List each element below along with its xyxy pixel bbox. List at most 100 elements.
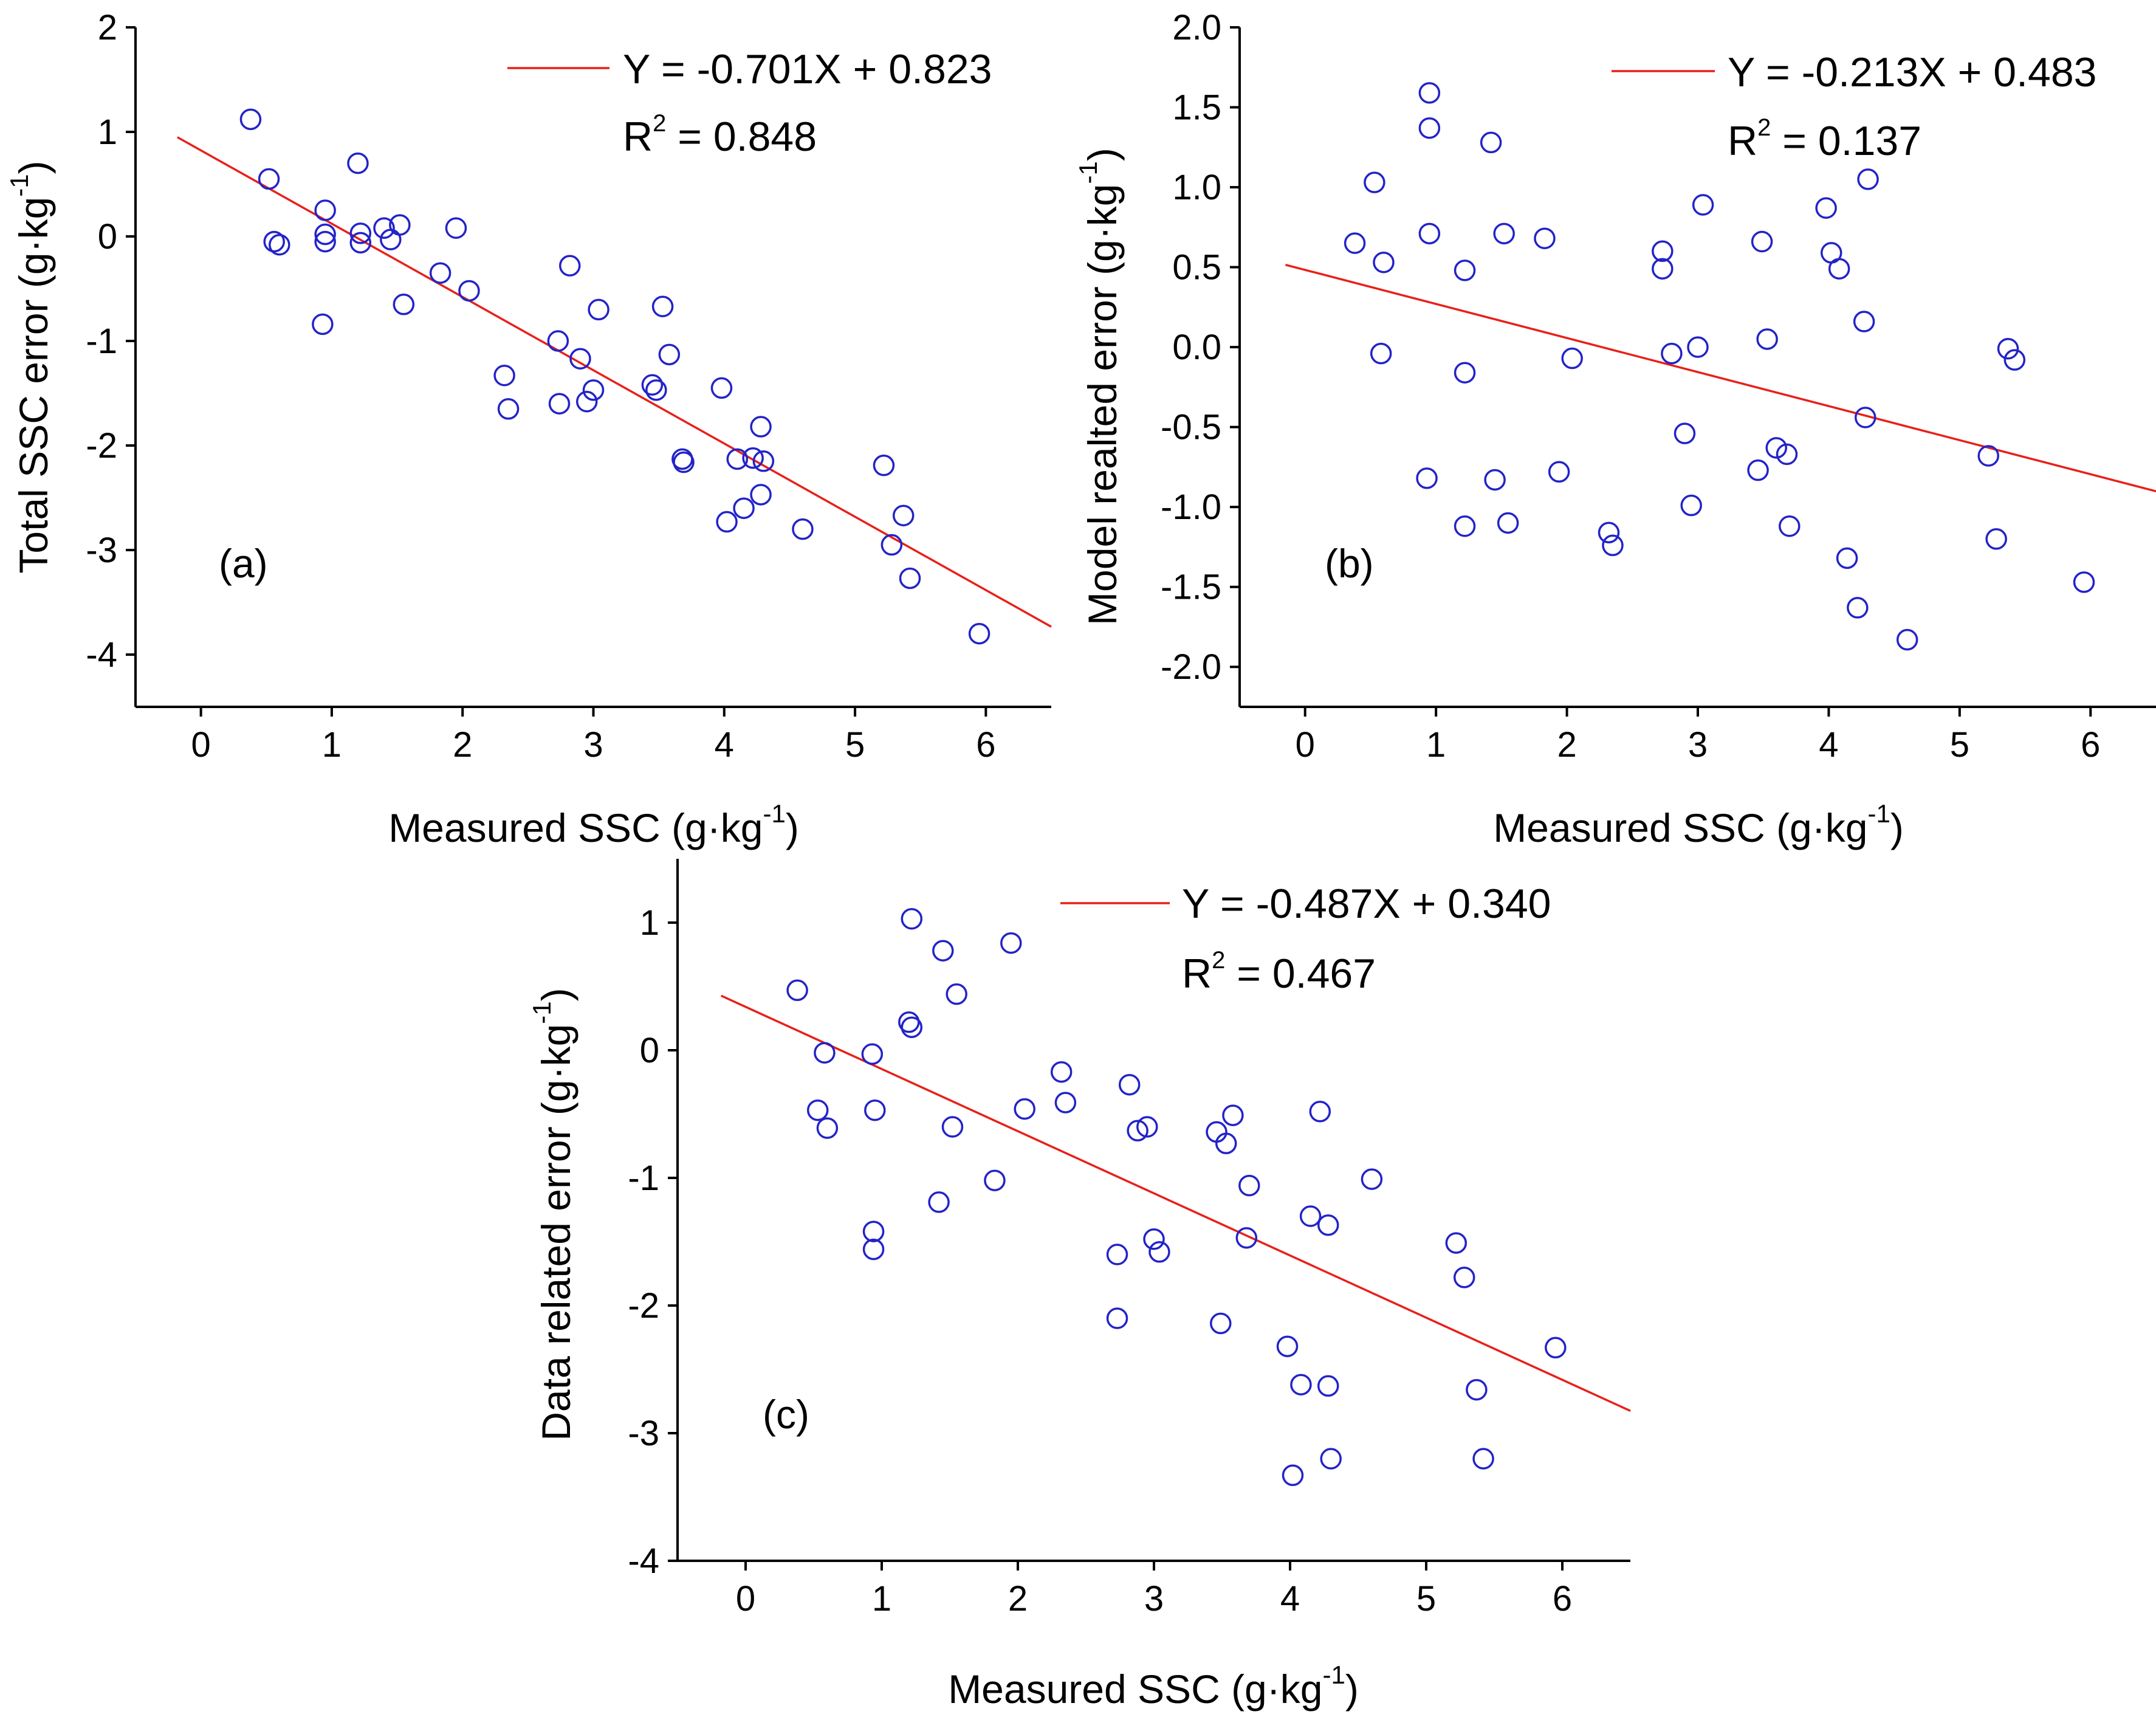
panel-a-ytick-label-0: -4 (86, 635, 117, 675)
panel-b-point-40 (1857, 168, 1879, 190)
panel-c-point-12 (932, 940, 954, 962)
panel-c-legend-r2: R2 = 0.467 (1182, 947, 1376, 997)
panel-b-legend-equation: Y = -0.213X + 0.483 (1728, 49, 2096, 95)
panel-a-ytick-label-5: 1 (98, 112, 117, 152)
panel-a-point-40 (752, 450, 775, 472)
panel-a-point-15 (429, 262, 451, 284)
panel-c-ylabel: Data related error (g·kg-1) (527, 988, 578, 1440)
panel-a-point-21 (548, 393, 571, 415)
panel-b-point-26 (1692, 194, 1714, 216)
panel-b-point-2 (1370, 342, 1392, 365)
panel-a-ytick-label-2: -2 (86, 426, 117, 466)
panel-a-point-19 (497, 398, 520, 420)
panel-c-fit (720, 994, 1631, 1412)
panel-a-point-18 (493, 365, 515, 387)
panel-b-point-12 (1484, 469, 1506, 491)
panel-c-point-1 (806, 1099, 829, 1121)
panel-a-point-30 (658, 343, 681, 366)
panel-a-point-28 (645, 379, 667, 401)
panel-c-legend: Y = -0.487X + 0.340 R2 = 0.467 (1060, 881, 1551, 997)
panel-c-point-19 (1054, 1092, 1077, 1113)
panel-b-ytick-label-4: 0.0 (1172, 328, 1221, 367)
panel-c-point-8 (901, 907, 923, 930)
panel-b-point-6 (1418, 117, 1441, 139)
panel-a-point-9 (349, 222, 372, 244)
panel-b-ytick-label-0: -2.0 (1161, 647, 1221, 687)
panel-b-point-41 (1896, 628, 1918, 651)
panel-c-point-7 (864, 1099, 886, 1121)
panel-a-point-5 (314, 199, 336, 221)
panel-c-point-3 (816, 1117, 839, 1139)
panel-a-point-36 (733, 497, 755, 519)
panel-b-point-8 (1454, 260, 1476, 281)
panel-c-point-28 (1210, 1312, 1232, 1335)
panel-c-xlabel: Measured SSC (g·kg-1) (948, 1660, 1359, 1712)
panel-c-point-4 (861, 1043, 884, 1065)
panel-c-point-14 (946, 983, 967, 1005)
panel-b-point-21 (1652, 258, 1674, 280)
panel-c-point-15 (984, 1169, 1006, 1191)
panel-c-points (786, 907, 1567, 1487)
panel-b-point-17 (1561, 347, 1583, 370)
panel-c-point-10 (901, 1016, 923, 1038)
panel-b-point-1 (1364, 171, 1385, 193)
panel-c-xtick-label-5: 5 (1416, 1579, 1436, 1619)
panel-a-point-11 (373, 217, 395, 239)
panel-a-legend: Y = -0.701X + 0.823 R2 = 0.848 (507, 46, 992, 160)
panel-a-point-32 (673, 451, 695, 473)
panel-c-point-30 (1222, 1104, 1244, 1126)
panel-c-point-6 (862, 1238, 885, 1261)
panel-b-xtick-label-3: 3 (1688, 725, 1708, 765)
panel-a-point-38 (750, 416, 772, 438)
panel-b-point-11 (1480, 131, 1502, 154)
panel-c-point-35 (1290, 1374, 1312, 1395)
panel-a-ticks: 0 1 2 3 4 5 6 -4 -3 -2 -1 0 1 2 (86, 8, 995, 765)
panel-c-ytick-label-0: -4 (628, 1541, 659, 1581)
panel-b-point-23 (1674, 422, 1696, 444)
panel-c-point-43 (1453, 1267, 1475, 1289)
panel-c-point-44 (1466, 1378, 1488, 1401)
panel-c-point-9 (898, 1011, 920, 1033)
panel-b-legend: Y = -0.213X + 0.483 R2 = 0.137 (1612, 49, 2096, 164)
panel-b-point-46 (2073, 571, 2095, 593)
panel-b-point-14 (1497, 512, 1519, 534)
panel-b-xtick-label-2: 2 (1557, 725, 1576, 765)
panel-c-fit-line (720, 994, 1631, 1412)
panel-c-point-34 (1282, 1464, 1304, 1487)
panel-c-point-31 (1235, 1227, 1258, 1249)
panel-c-point-16 (1000, 932, 1022, 954)
panel-a-point-39 (750, 484, 772, 506)
panel-b: 0 1 2 3 4 5 6 -2.0 -1.5 -1.0 -0.5 0.0 0.5 1.0 1.5 2.0 (… (1074, 8, 2156, 850)
panel-c-xtick-label-3: 3 (1144, 1579, 1164, 1619)
panel-a-legend-equation: Y = -0.701X + 0.823 (623, 46, 992, 92)
panel-b-points (1344, 82, 2095, 651)
panel-c-ytick-label-1: -3 (628, 1414, 659, 1453)
panel-c-point-24 (1136, 1116, 1158, 1138)
panel-b-ylabel: Model realted error (g·kg-1) (1074, 148, 1125, 625)
panel-c-point-36 (1299, 1205, 1322, 1227)
panel-b-xtick-label-6: 6 (2081, 725, 2100, 765)
panel-a-xtick-label-2: 2 (453, 725, 472, 765)
panel-b-point-32 (1779, 515, 1801, 537)
panel-c-point-18 (1050, 1061, 1073, 1083)
panel-b-point-42 (1977, 445, 2000, 467)
panel-b-point-9 (1454, 362, 1476, 384)
panel-a-xtick-label-4: 4 (715, 725, 734, 765)
panel-b-legend-r2: R2 = 0.137 (1728, 114, 1921, 164)
panel-b-ticks: 0 1 2 3 4 5 6 -2.0 -1.5 -1.0 -0.5 0.0 0.5 1.0 1.5 2.0 (1161, 8, 2100, 765)
panel-a-xtick-label-0: 0 (191, 725, 211, 765)
panel-b-point-27 (1747, 459, 1769, 481)
panel-b-point-31 (1776, 443, 1798, 466)
panel-a-ytick-label-1: -3 (86, 531, 117, 570)
panel-a-point-17 (458, 280, 480, 302)
panel-c-point-32 (1238, 1174, 1260, 1197)
panel-a-point-4 (312, 313, 334, 335)
panel-c-ytick-label-2: -2 (628, 1286, 659, 1326)
panel-c-point-42 (1445, 1232, 1468, 1254)
panel-b-point-19 (1602, 534, 1624, 557)
panel-c-point-11 (928, 1191, 950, 1213)
panel-c-point-2 (814, 1042, 836, 1064)
panel-c-point-41 (1361, 1168, 1383, 1190)
panel-b-ytick-label-7: 1.5 (1172, 88, 1221, 128)
panel-a-ylabel: Total SSC error (g·kg-1) (5, 160, 56, 573)
